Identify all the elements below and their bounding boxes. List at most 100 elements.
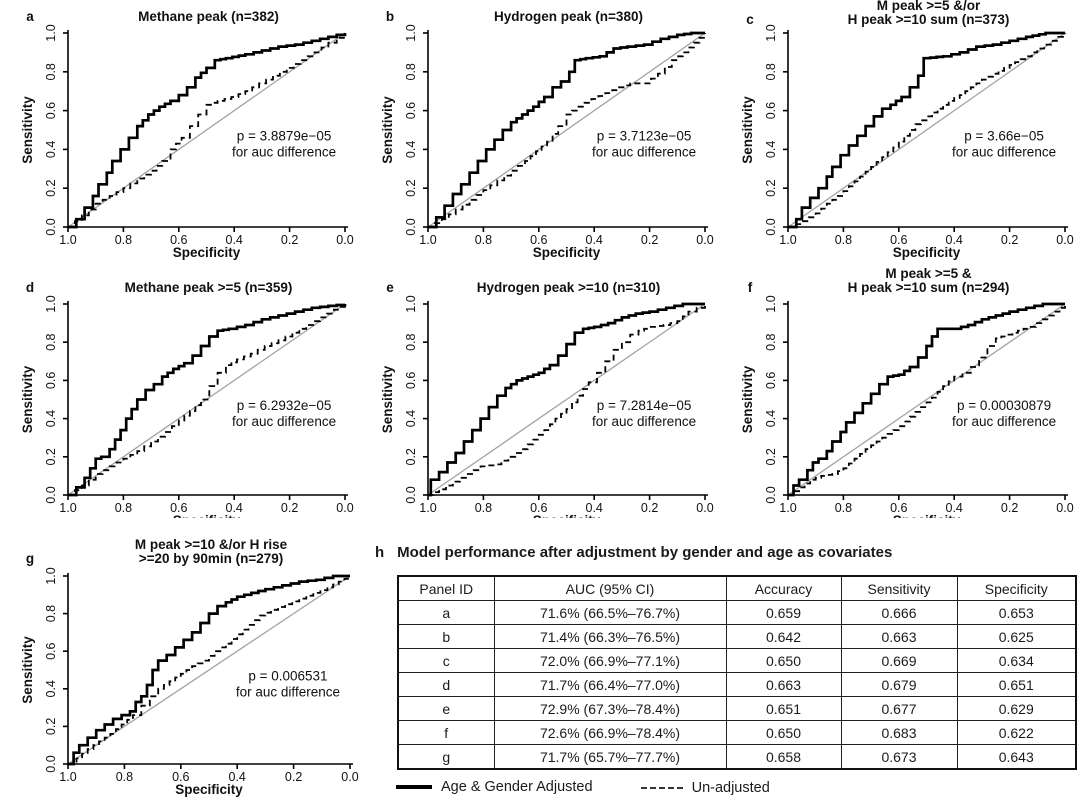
solid-line-icon (396, 785, 432, 789)
y-tick-label: 0.0 (44, 755, 58, 772)
x-axis-label: Specificity (533, 245, 601, 260)
p-value-note: for auc difference (236, 684, 340, 699)
table-header-cell: Panel ID (397, 575, 495, 601)
table-cell: d (397, 672, 495, 697)
y-tick-label: 0.4 (44, 680, 58, 697)
table-cell: 0.659 (725, 600, 842, 625)
table-cell: 71.4% (66.3%–76.5%) (493, 624, 727, 649)
x-tick-label: 0.0 (336, 233, 353, 247)
roc-curve-unadjusted (428, 304, 706, 496)
table-cell: 71.7% (66.4%–77.0%) (493, 672, 727, 697)
panel-title: Methane peak >=5 (n=359) (125, 280, 293, 295)
reference-diagonal-line (67, 32, 346, 228)
panel-title: H peak >=10 sum (n=373) (848, 12, 1010, 27)
panel-letter-c: c (746, 12, 754, 27)
table-cell: 0.651 (956, 672, 1077, 697)
table-header-cell: Specificity (956, 575, 1077, 601)
roc-curve-unadjusted (68, 576, 351, 765)
p-value-text: p = 3.66e−05 (964, 129, 1044, 144)
roc-curve-unadjusted (788, 33, 1066, 228)
x-tick-label: 0.0 (1056, 501, 1073, 515)
x-tick-label: 0.6 (170, 233, 187, 247)
table-cell: 0.679 (840, 672, 958, 697)
x-tick-label: 0.4 (226, 233, 243, 247)
p-value-note: for auc difference (592, 414, 696, 429)
legend-label-unadjusted: Un-adjusted (691, 780, 770, 796)
x-tick-label: 0.2 (285, 770, 302, 784)
reference-diagonal-line (427, 303, 706, 496)
roc-panel-a: 1.0 0.8 0.6 0.4 0.2 0.0 0.0 0.2 0.4 0.6 0.8 1.0 Spec… (0, 0, 360, 268)
table-cell: 0.673 (840, 744, 958, 770)
table-cell: a (397, 600, 495, 625)
model-performance-table: Panel ID AUC (95% CI) Accuracy Sensitivity S… (397, 575, 1077, 770)
y-tick-label: 1.0 (44, 567, 58, 584)
table-panel-title: h Model performance after adjustment by g… (375, 544, 1075, 561)
y-tick-label: 0.8 (44, 63, 58, 80)
table-head: Panel ID AUC (95% CI) Accuracy Sensitivity S… (397, 575, 1077, 601)
x-tick-label: 0.4 (229, 770, 246, 784)
x-tick-label: 0.6 (530, 501, 547, 515)
table-body: a 71.6% (66.5%–76.7%) 0.659 0.666 0.653 b 71.4… (397, 600, 1077, 770)
roc-curve-adjusted (68, 574, 350, 766)
x-tick-label: 0.2 (281, 233, 298, 247)
panel-title: Methane peak (n=382) (138, 9, 279, 24)
x-axis-label: Specificity (173, 245, 241, 260)
reference-diagonal-line (787, 303, 1066, 496)
roc-plot-d: 1.0 0.8 0.6 0.4 0.2 0.0 0.0 0.2 0.4 0.6 0.8 1.0 Spec… (20, 280, 354, 518)
p-value-text: p = 0.006531 (248, 668, 327, 683)
x-tick-label: 0.8 (835, 233, 852, 247)
roc-curve-unadjusted (788, 304, 1066, 496)
panel-title: >=20 by 90min (n=279) (139, 551, 283, 566)
x-tick-label: 0.2 (1001, 501, 1018, 515)
table-cell: e (397, 696, 495, 721)
table-cell: 0.658 (725, 744, 842, 770)
roc-plot-f: 1.0 0.8 0.6 0.4 0.2 0.0 0.0 0.2 0.4 0.6 0.8 1.0 Spec… (740, 268, 1074, 518)
table-row: b 71.4% (66.3%–76.5%) 0.642 0.663 0.625 (397, 624, 1077, 649)
y-tick-label: 1.0 (764, 295, 778, 312)
roc-panel-b: 1.0 0.8 0.6 0.4 0.2 0.0 0.0 0.2 0.4 0.6 0.8 1.0 Spec… (360, 0, 720, 268)
y-tick-label: 0.0 (764, 486, 778, 503)
panel-title: Hydrogen peak >=10 (n=310) (477, 280, 660, 295)
y-tick-label: 0.2 (44, 179, 58, 196)
x-axis-label: Specificity (173, 513, 241, 518)
x-tick-label: 0.0 (696, 233, 713, 247)
p-value-text: p = 6.2932e−05 (237, 398, 332, 413)
x-tick-label: 0.8 (835, 501, 852, 515)
roc-panel-d: 1.0 0.8 0.6 0.4 0.2 0.0 0.0 0.2 0.4 0.6 0.8 1.0 Spec… (0, 268, 360, 518)
panel-letter-d: d (26, 280, 34, 295)
panel-title: M peak >=10 &/or H rise (135, 537, 288, 552)
table-row: a 71.6% (66.5%–76.7%) 0.659 0.666 0.653 (397, 600, 1077, 625)
roc-plot-a: 1.0 0.8 0.6 0.4 0.2 0.0 0.0 0.2 0.4 0.6 0.8 1.0 Spec… (20, 9, 354, 260)
y-tick-label: 0.4 (404, 141, 418, 158)
y-tick-label: 0.4 (44, 141, 58, 158)
figure-legend: Age & Gender Adjusted Un-adjusted (396, 777, 1056, 796)
x-tick-label: 0.6 (890, 233, 907, 247)
panel-letter-g: g (26, 551, 34, 566)
table-row: e 72.9% (67.3%–78.4%) 0.651 0.677 0.629 (397, 696, 1077, 721)
x-tick-label: 0.0 (336, 501, 353, 515)
p-value-text: p = 0.00030879 (957, 398, 1051, 413)
x-tick-label: 1.0 (419, 233, 436, 247)
reference-diagonal-line (67, 575, 351, 765)
panel-title: H peak >=10 sum (n=294) (848, 280, 1010, 295)
x-tick-label: 0.4 (946, 501, 963, 515)
x-axis-label: Specificity (893, 245, 961, 260)
roc-panel-c: 1.0 0.8 0.6 0.4 0.2 0.0 0.0 0.2 0.4 0.6 0.8 1.0 Spec… (720, 0, 1080, 268)
p-value-note: for auc difference (232, 414, 336, 429)
x-tick-label: 1.0 (59, 770, 76, 784)
x-tick-label: 0.2 (281, 501, 298, 515)
roc-plot-c: 1.0 0.8 0.6 0.4 0.2 0.0 0.0 0.2 0.4 0.6 0.8 1.0 Spec… (740, 0, 1074, 260)
y-tick-label: 0.8 (44, 333, 58, 350)
y-tick-label: 0.4 (764, 410, 778, 427)
roc-curve-unadjusted (68, 33, 346, 228)
x-tick-label: 0.4 (946, 233, 963, 247)
panel-letter-h: h (375, 544, 385, 561)
table-cell: 72.9% (67.3%–78.4%) (493, 696, 727, 721)
table-cell: b (397, 624, 495, 649)
x-tick-label: 1.0 (779, 501, 796, 515)
roc-plot-b: 1.0 0.8 0.6 0.4 0.2 0.0 0.0 0.2 0.4 0.6 0.8 1.0 Spec… (380, 9, 714, 260)
table-cell: 0.666 (840, 600, 958, 625)
y-tick-label: 0.0 (404, 218, 418, 235)
dashed-line-icon (640, 787, 683, 789)
y-tick-label: 0.2 (764, 448, 778, 465)
